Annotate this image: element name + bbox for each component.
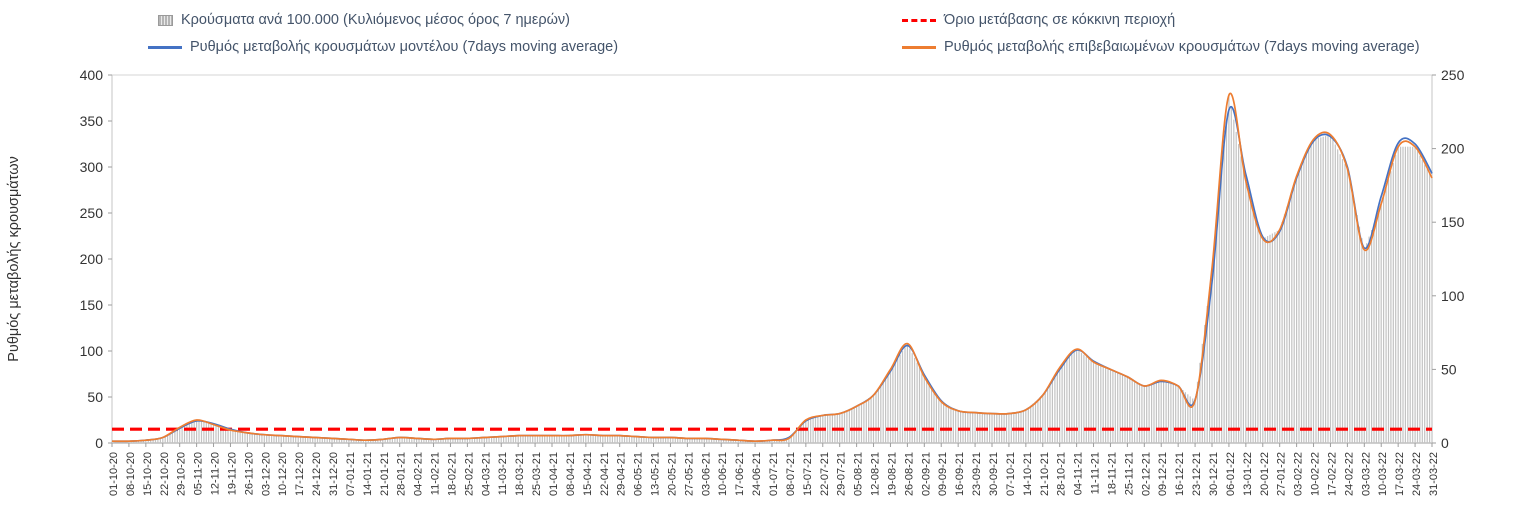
x-axis-label: 27-05-21: [683, 452, 695, 496]
x-axis-label: 19-08-21: [886, 452, 898, 496]
x-axis-label: 15-10-20: [142, 452, 154, 496]
x-axis-label: 11-03-21: [497, 452, 509, 495]
x-axis-label: 12-11-20: [210, 452, 222, 495]
x-axis-label: 06-01-22: [1225, 452, 1237, 496]
x-axis-label: 05-11-20: [193, 452, 205, 495]
bar-series: [111, 95, 1433, 444]
x-axis-label: 04-03-21: [480, 452, 492, 496]
x-axis-label: 10-03-22: [1377, 452, 1389, 496]
y-axis-right-tick-label: 150: [1441, 214, 1465, 230]
x-axis-label: 01-10-20: [108, 452, 120, 496]
x-axis-label: 10-12-20: [277, 452, 289, 496]
x-axis-label: 29-10-20: [176, 452, 188, 496]
x-axis-label: 26-08-21: [903, 452, 915, 496]
y-axis-left-tick-label: 0: [95, 435, 103, 451]
x-axis-label: 04-11-21: [1073, 452, 1085, 495]
x-axis-label: 21-01-21: [379, 452, 391, 496]
x-axis-label: 01-04-21: [548, 452, 560, 496]
x-axis-label: 17-03-22: [1394, 452, 1406, 496]
x-axis-label: 14-01-21: [362, 452, 374, 496]
x-axis-label: 01-07-21: [768, 452, 780, 496]
x-axis-label: 23-12-21: [1191, 452, 1203, 496]
x-axis-label: 31-03-22: [1428, 452, 1440, 496]
x-axis-label: 05-08-21: [853, 452, 865, 496]
x-axis-label: 08-07-21: [785, 452, 797, 496]
x-axis-label: 10-06-21: [717, 452, 729, 496]
x-axis-label: 03-06-21: [700, 452, 712, 496]
x-axis-label: 09-12-21: [1157, 452, 1169, 496]
x-axis-label: 06-05-21: [633, 452, 645, 496]
x-axis-label: 26-11-20: [243, 452, 255, 495]
y-axis-left-tick-label: 150: [80, 297, 104, 313]
x-axis-label: 08-10-20: [125, 452, 137, 496]
x-axis-label: 12-08-21: [870, 452, 882, 496]
y-axis-left-tick-label: 350: [80, 113, 104, 129]
x-axis-label: 19-11-20: [226, 452, 238, 495]
y-axis-right-tick-label: 50: [1441, 361, 1457, 377]
x-axis-label: 24-06-21: [751, 452, 763, 496]
x-axis-label: 31-12-20: [328, 452, 340, 496]
x-axis-label: 25-02-21: [463, 452, 475, 496]
x-axis-label: 24-03-22: [1411, 452, 1423, 496]
x-axis-label: 14-10-21: [1022, 452, 1034, 496]
x-axis-label: 07-10-21: [1005, 452, 1017, 496]
x-axis-label: 03-12-20: [260, 452, 272, 496]
x-axis-label: 30-12-21: [1208, 452, 1220, 496]
x-axis-label: 22-04-21: [599, 452, 611, 496]
x-axis-label: 29-04-21: [616, 452, 628, 496]
x-axis-label: 24-02-22: [1343, 452, 1355, 496]
y-axis-right-tick-label: 100: [1441, 288, 1465, 304]
x-axis-label: 02-09-21: [920, 452, 932, 496]
x-axis-label: 16-09-21: [954, 452, 966, 496]
x-axis-label: 18-11-21: [1106, 452, 1118, 495]
x-axis-label: 17-06-21: [734, 452, 746, 496]
x-axis-label: 17-02-22: [1326, 452, 1338, 496]
x-axis-label: 13-01-22: [1242, 452, 1254, 496]
x-axis-label: 27-01-22: [1276, 452, 1288, 496]
x-axis-label: 30-09-21: [988, 452, 1000, 496]
y-axis-left-tick-label: 300: [80, 159, 104, 175]
x-axis-label: 11-02-21: [430, 452, 442, 495]
x-axis-label: 22-07-21: [819, 452, 831, 496]
x-axis-label: 20-05-21: [666, 452, 678, 496]
x-axis-label: 02-12-21: [1140, 452, 1152, 496]
x-axis-label: 16-12-21: [1174, 452, 1186, 496]
y-axis-left-tick-label: 100: [80, 343, 104, 359]
x-axis-label: 09-09-21: [937, 452, 949, 496]
y-axis-left-tick-label: 250: [80, 205, 104, 221]
y-axis-left-tick-label: 50: [87, 389, 103, 405]
x-axis-label: 21-10-21: [1039, 452, 1051, 496]
x-axis-label: 29-07-21: [836, 452, 848, 496]
x-axis-label: 04-02-21: [413, 452, 425, 496]
x-axis-label: 20-01-22: [1259, 452, 1271, 496]
x-axis-label: 08-04-21: [565, 452, 577, 496]
x-axis-label: 22-10-20: [159, 452, 171, 496]
x-axis-label: 15-07-21: [802, 452, 814, 496]
x-axis-label: 24-12-20: [311, 452, 323, 496]
x-axis-label: 18-03-21: [514, 452, 526, 496]
x-axis-label: 25-03-21: [531, 452, 543, 496]
x-axis-label: 13-05-21: [650, 452, 662, 496]
confirmed-line: [111, 92, 1433, 443]
y-axis-left-tick-label: 400: [80, 67, 104, 83]
x-axis-label: 17-12-20: [294, 452, 306, 496]
y-axis-title: Ρυθμός μεταβολής κρουσμάτων: [6, 156, 22, 362]
x-axis-label: 03-03-22: [1360, 452, 1372, 496]
x-axis-label: 07-01-21: [345, 452, 357, 496]
y-axis-right-tick-label: 250: [1441, 67, 1465, 83]
x-axis-label: 15-04-21: [582, 452, 594, 496]
x-axis-label: 03-02-22: [1293, 452, 1305, 496]
x-axis-label: 28-10-21: [1056, 452, 1068, 496]
y-axis-right-tick-label: 200: [1441, 141, 1465, 157]
x-axis-label: 11-11-21: [1090, 452, 1102, 494]
y-axis-left-tick-label: 200: [80, 251, 104, 267]
x-axis-label: 18-02-21: [446, 452, 458, 496]
x-axis-label: 23-09-21: [971, 452, 983, 496]
x-axis-label: 28-01-21: [396, 452, 408, 496]
y-axis-right-tick-label: 0: [1441, 435, 1449, 451]
x-axis-label: 10-02-22: [1310, 452, 1322, 496]
x-axis-label: 25-11-21: [1123, 452, 1135, 495]
